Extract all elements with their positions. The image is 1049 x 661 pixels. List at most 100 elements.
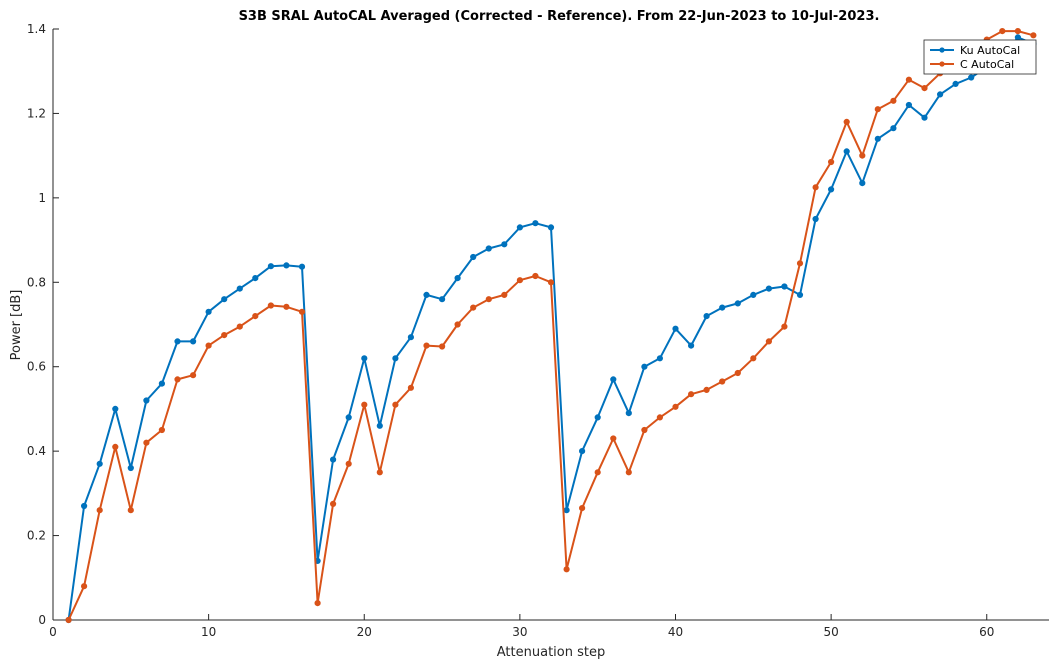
data-point-c-autocal bbox=[563, 566, 570, 573]
axes: 0 10 20 30 40 50 60 0 0.2 0.4 0.6 0.8 1 1.2 1.4 bbox=[27, 22, 1049, 639]
data-point-ku-autocal bbox=[952, 80, 959, 88]
data-point-c-autocal bbox=[236, 323, 243, 330]
data-point-c-autocal bbox=[267, 302, 274, 309]
y-tick-label: 0.4 bbox=[27, 444, 46, 458]
data-point-ku-autocal bbox=[298, 263, 306, 270]
data-point-c-autocal bbox=[594, 469, 601, 476]
data-point-ku-autocal bbox=[81, 502, 88, 510]
y-tick-label: 1 bbox=[38, 191, 46, 205]
data-point-ku-autocal bbox=[594, 414, 601, 421]
data-point-ku-autocal bbox=[221, 296, 228, 303]
data-point-ku-autocal bbox=[112, 405, 119, 412]
data-point-c-autocal bbox=[376, 469, 383, 476]
legend-label-ku-autocal: Ku AutoCal bbox=[960, 44, 1020, 57]
data-point-c-autocal bbox=[501, 291, 508, 298]
data-point-c-autocal bbox=[812, 184, 819, 191]
data-point-ku-autocal bbox=[439, 296, 446, 303]
data-point-c-autocal bbox=[890, 97, 897, 104]
data-point-ku-autocal bbox=[283, 262, 290, 269]
x-tick-label: 50 bbox=[823, 625, 838, 639]
y-tick-label: 0 bbox=[38, 613, 46, 627]
data-point-c-autocal bbox=[143, 439, 150, 446]
data-point-c-autocal bbox=[485, 296, 492, 303]
data-point-ku-autocal bbox=[361, 355, 368, 362]
data-point-ku-autocal bbox=[796, 291, 804, 298]
data-point-ku-autocal bbox=[890, 125, 897, 132]
data-point-ku-autocal bbox=[921, 114, 928, 121]
data-point-ku-autocal bbox=[719, 304, 726, 311]
data-point-ku-autocal bbox=[937, 91, 944, 98]
data-point-c-autocal bbox=[905, 76, 913, 83]
data-point-ku-autocal bbox=[345, 414, 352, 421]
data-point-c-autocal bbox=[843, 118, 850, 126]
legend-marker-c-autocal bbox=[939, 61, 945, 67]
y-tick-label: 1.2 bbox=[27, 106, 46, 120]
data-point-c-autocal bbox=[921, 85, 928, 92]
data-point-ku-autocal bbox=[843, 148, 850, 155]
x-tick-label: 40 bbox=[668, 625, 683, 639]
data-point-ku-autocal bbox=[174, 338, 181, 345]
y-tick-label: 0.2 bbox=[27, 529, 46, 543]
data-point-c-autocal bbox=[750, 355, 757, 362]
data-point-ku-autocal bbox=[407, 334, 414, 341]
series-c-autocal bbox=[65, 28, 1037, 624]
data-point-c-autocal bbox=[734, 369, 741, 377]
legend-marker-ku-autocal bbox=[939, 47, 945, 53]
x-tick-label: 0 bbox=[49, 625, 57, 639]
data-point-ku-autocal bbox=[205, 308, 212, 315]
data-point-c-autocal bbox=[765, 338, 773, 345]
data-point-c-autocal bbox=[672, 403, 679, 410]
data-point-ku-autocal bbox=[734, 300, 741, 307]
series-layer bbox=[65, 28, 1037, 624]
data-point-ku-autocal bbox=[267, 263, 274, 270]
data-point-ku-autocal bbox=[968, 74, 975, 81]
data-point-ku-autocal bbox=[703, 313, 710, 320]
data-point-c-autocal bbox=[65, 616, 72, 624]
data-point-c-autocal bbox=[298, 308, 306, 315]
series-ku-autocal bbox=[65, 34, 1037, 624]
data-point-ku-autocal bbox=[516, 224, 524, 231]
data-point-c-autocal bbox=[439, 343, 446, 350]
data-point-c-autocal bbox=[688, 391, 695, 398]
data-point-c-autocal bbox=[470, 304, 477, 311]
data-point-c-autocal bbox=[859, 152, 866, 159]
data-point-ku-autocal bbox=[423, 291, 430, 298]
data-point-c-autocal bbox=[828, 158, 835, 166]
data-point-ku-autocal bbox=[750, 291, 757, 298]
data-point-ku-autocal bbox=[127, 464, 134, 472]
data-point-ku-autocal bbox=[625, 410, 632, 417]
data-point-c-autocal bbox=[703, 386, 710, 393]
data-point-ku-autocal bbox=[610, 376, 617, 383]
data-point-c-autocal bbox=[221, 332, 228, 339]
data-point-ku-autocal bbox=[828, 186, 835, 193]
data-point-c-autocal bbox=[205, 342, 212, 349]
data-point-c-autocal bbox=[610, 435, 617, 442]
data-point-ku-autocal bbox=[392, 355, 399, 362]
data-point-ku-autocal bbox=[532, 220, 539, 227]
data-point-ku-autocal bbox=[376, 422, 383, 429]
data-point-ku-autocal bbox=[688, 342, 695, 349]
data-point-c-autocal bbox=[314, 600, 321, 607]
data-point-ku-autocal bbox=[781, 283, 788, 290]
data-point-c-autocal bbox=[516, 277, 524, 284]
data-point-ku-autocal bbox=[812, 215, 819, 223]
data-point-ku-autocal bbox=[330, 456, 337, 463]
data-point-c-autocal bbox=[656, 414, 664, 421]
data-point-c-autocal bbox=[532, 272, 539, 280]
data-point-ku-autocal bbox=[252, 275, 259, 282]
data-point-c-autocal bbox=[579, 505, 586, 512]
data-point-ku-autocal bbox=[641, 363, 648, 370]
data-point-c-autocal bbox=[392, 401, 399, 408]
legend-label-c-autocal: C AutoCal bbox=[960, 58, 1014, 71]
data-point-ku-autocal bbox=[672, 325, 679, 332]
data-point-c-autocal bbox=[454, 321, 461, 328]
data-point-ku-autocal bbox=[501, 241, 508, 248]
data-point-ku-autocal bbox=[143, 397, 150, 404]
data-point-ku-autocal bbox=[874, 135, 881, 142]
data-point-ku-autocal bbox=[454, 275, 461, 282]
data-point-c-autocal bbox=[345, 460, 352, 467]
data-point-c-autocal bbox=[796, 260, 804, 267]
data-point-c-autocal bbox=[999, 28, 1006, 35]
data-point-ku-autocal bbox=[579, 448, 586, 455]
